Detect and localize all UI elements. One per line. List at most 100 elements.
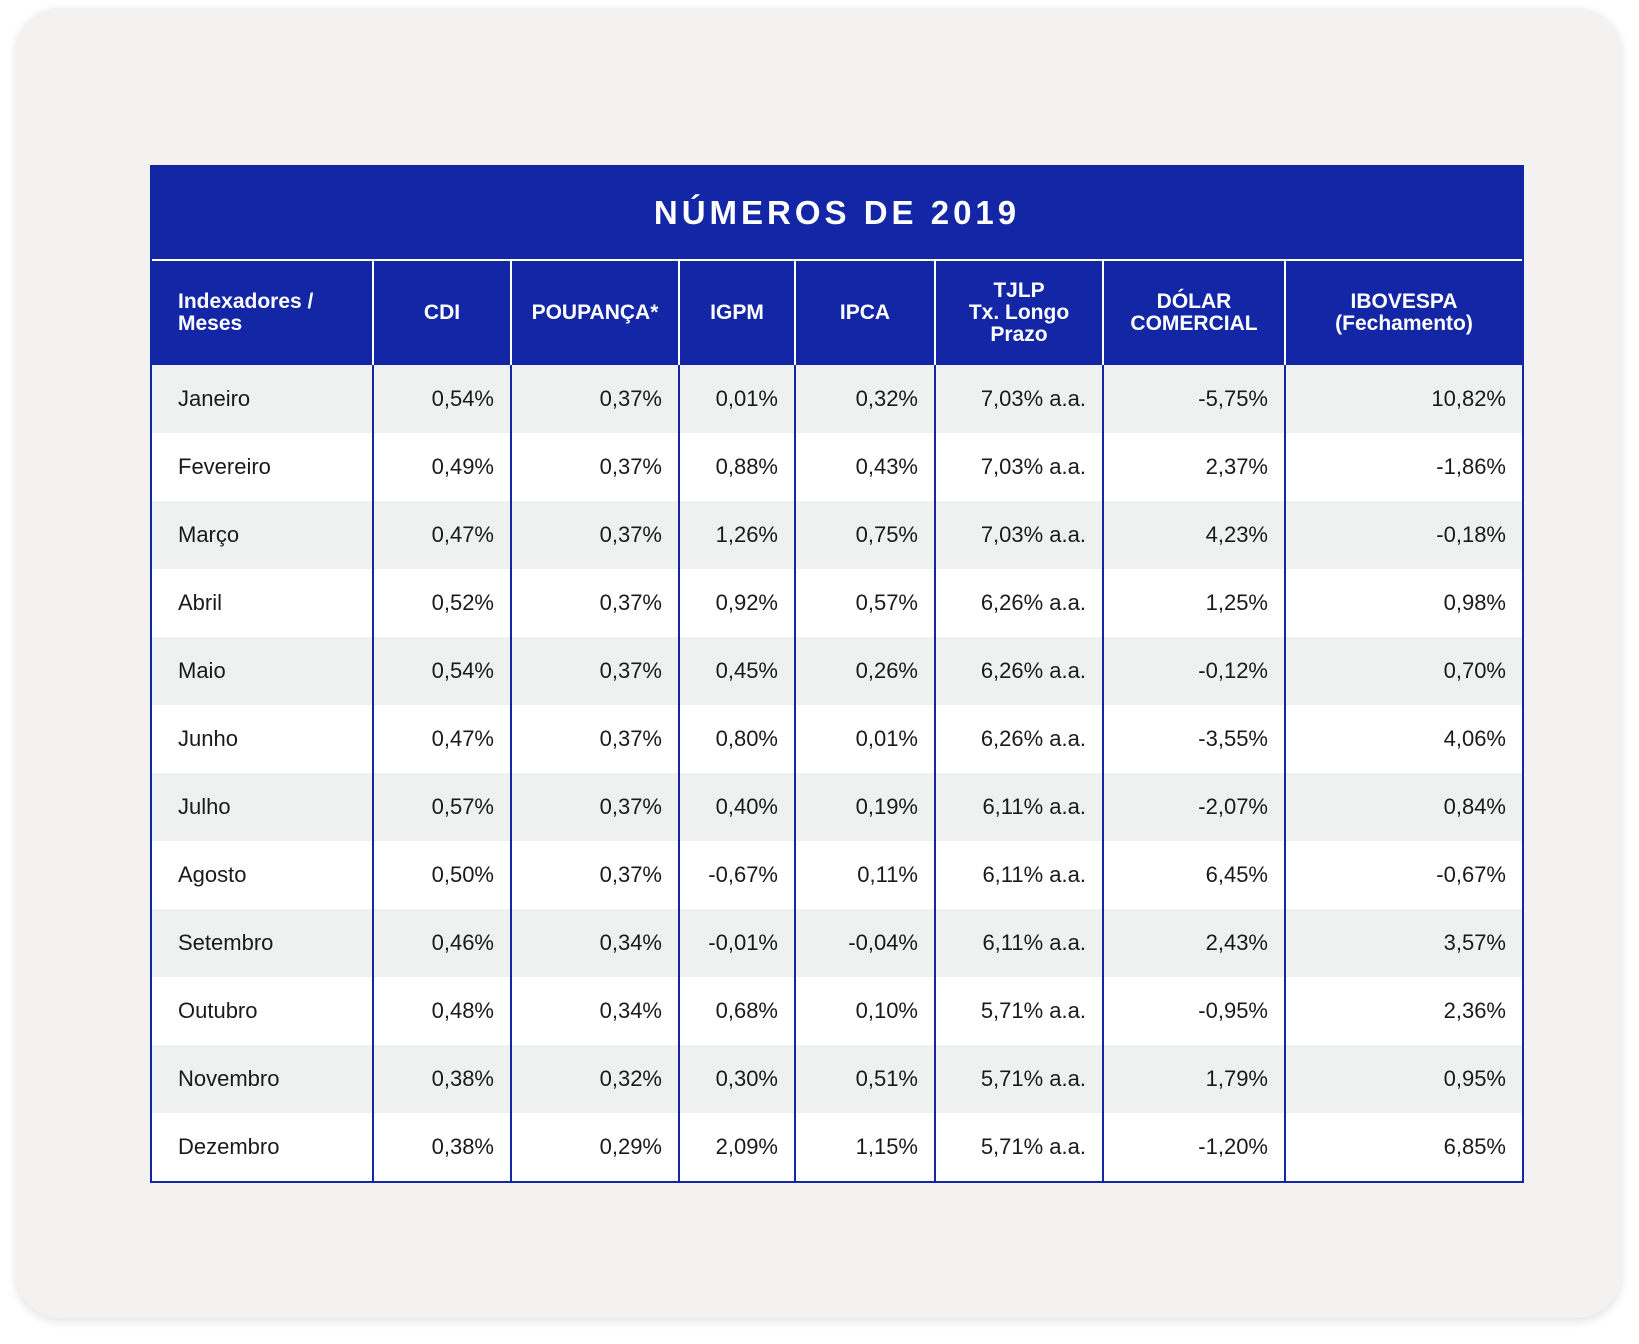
cdi-cell: 0,47% (372, 501, 511, 569)
table-body: Janeiro 0,54% 0,37% 0,01% 0,32% 7,03% a.a. -5,… (152, 365, 1522, 1181)
cdi-cell: 0,38% (372, 1113, 511, 1181)
poupanca-cell: 0,32% (510, 1045, 679, 1113)
table-title-bar: NÚMEROS DE 2019 (152, 167, 1522, 259)
month-cell: Fevereiro (152, 433, 373, 501)
igpm-cell: 0,30% (678, 1045, 795, 1113)
table-row: Março 0,47% 0,37% 1,26% 0,75% 7,03% a.a. 4,23%… (152, 501, 1522, 569)
column-header-text: POUPANÇA* (531, 301, 659, 324)
tjlp-cell: 7,03% a.a. (934, 365, 1103, 433)
ibovespa-cell: 6,85% (1284, 1113, 1522, 1181)
month-cell: Setembro (152, 909, 373, 977)
table-row: Fevereiro 0,49% 0,37% 0,88% 0,43% 7,03% a.a. 2… (152, 433, 1522, 501)
column-header-text: IGPM (710, 301, 764, 324)
ibovespa-cell: 4,06% (1284, 705, 1522, 773)
table-row: Novembro 0,38% 0,32% 0,30% 0,51% 5,71% a.a. 1,… (152, 1045, 1522, 1113)
ipca-cell: 0,11% (794, 841, 935, 909)
igpm-cell: -0,01% (678, 909, 795, 977)
table-row: Maio 0,54% 0,37% 0,45% 0,26% 6,26% a.a. -0,12%… (152, 637, 1522, 705)
poupanca-cell: 0,37% (510, 841, 679, 909)
dolar-cell: 1,25% (1102, 569, 1285, 637)
igpm-cell: 0,01% (678, 365, 795, 433)
dolar-cell: 4,23% (1102, 501, 1285, 569)
column-header-text: Tx. Longo (968, 301, 1070, 324)
tjlp-cell: 6,26% a.a. (934, 705, 1103, 773)
ipca-cell: 0,32% (794, 365, 935, 433)
cdi-cell: 0,57% (372, 773, 511, 841)
ipca-cell: 0,26% (794, 637, 935, 705)
cdi-cell: 0,50% (372, 841, 511, 909)
poupanca-cell: 0,34% (510, 909, 679, 977)
cdi-cell: 0,47% (372, 705, 511, 773)
tjlp-cell: 5,71% a.a. (934, 977, 1103, 1045)
column-header-text: Prazo (990, 323, 1048, 346)
table-row: Janeiro 0,54% 0,37% 0,01% 0,32% 7,03% a.a. -5,… (152, 365, 1522, 433)
tjlp-cell: 7,03% a.a. (934, 433, 1103, 501)
ipca-cell: 0,10% (794, 977, 935, 1045)
tjlp-cell: 7,03% a.a. (934, 501, 1103, 569)
ibovespa-cell: 2,36% (1284, 977, 1522, 1045)
tjlp-cell: 6,26% a.a. (934, 637, 1103, 705)
table-row: Agosto 0,50% 0,37% -0,67% 0,11% 6,11% a.a. 6,4… (152, 841, 1522, 909)
month-cell: Abril (152, 569, 373, 637)
ibovespa-cell: -0,67% (1284, 841, 1522, 909)
ibovespa-cell: 0,70% (1284, 637, 1522, 705)
cdi-cell: 0,49% (372, 433, 511, 501)
igpm-cell: 2,09% (678, 1113, 795, 1181)
ibovespa-cell: 0,95% (1284, 1045, 1522, 1113)
ipca-cell: 0,75% (794, 501, 935, 569)
tjlp-cell: 6,26% a.a. (934, 569, 1103, 637)
ipca-cell: 0,43% (794, 433, 935, 501)
dolar-cell: -5,75% (1102, 365, 1285, 433)
header-ipca: IPCA (794, 259, 935, 365)
table-row: Outubro 0,48% 0,34% 0,68% 0,10% 5,71% a.a. -0,… (152, 977, 1522, 1045)
header-poupanca: POUPANÇA* (510, 259, 679, 365)
ibovespa-cell: 10,82% (1284, 365, 1522, 433)
cdi-cell: 0,54% (372, 365, 511, 433)
poupanca-cell: 0,37% (510, 705, 679, 773)
ipca-cell: 0,01% (794, 705, 935, 773)
poupanca-cell: 0,37% (510, 501, 679, 569)
dolar-cell: -0,12% (1102, 637, 1285, 705)
igpm-cell: 0,45% (678, 637, 795, 705)
ipca-cell: 0,51% (794, 1045, 935, 1113)
column-header-text: (Fechamento) (1335, 312, 1473, 335)
column-header-text: CDI (423, 301, 461, 324)
month-cell: Janeiro (152, 365, 373, 433)
month-cell: Outubro (152, 977, 373, 1045)
ipca-cell: -0,04% (794, 909, 935, 977)
month-cell: Dezembro (152, 1113, 373, 1181)
igpm-cell: 0,80% (678, 705, 795, 773)
header-ibovespa: IBOVESPA (Fechamento) (1284, 259, 1522, 365)
igpm-cell: 0,40% (678, 773, 795, 841)
column-header-text: Meses (178, 312, 243, 335)
poupanca-cell: 0,37% (510, 433, 679, 501)
ipca-cell: 0,19% (794, 773, 935, 841)
month-cell: Março (152, 501, 373, 569)
column-header-text: IBOVESPA (1350, 290, 1458, 313)
column-header-text: COMERCIAL (1130, 312, 1258, 335)
poupanca-cell: 0,37% (510, 637, 679, 705)
cdi-cell: 0,38% (372, 1045, 511, 1113)
cdi-cell: 0,54% (372, 637, 511, 705)
table-title: NÚMEROS DE 2019 (653, 194, 1021, 231)
table-row: Setembro 0,46% 0,34% -0,01% -0,04% 6,11% a.a.… (152, 909, 1522, 977)
dolar-cell: 2,37% (1102, 433, 1285, 501)
dolar-cell: -2,07% (1102, 773, 1285, 841)
cdi-cell: 0,46% (372, 909, 511, 977)
header-row: Indexadores / Meses CDI POUPANÇA* IGPM IPCA TJ… (152, 259, 1522, 365)
poupanca-cell: 0,34% (510, 977, 679, 1045)
dolar-cell: 1,79% (1102, 1045, 1285, 1113)
dolar-cell: -0,95% (1102, 977, 1285, 1045)
ipca-cell: 0,57% (794, 569, 935, 637)
card-background: NÚMEROS DE 2019 Indexadores / Meses CDI POU… (16, 8, 1621, 1318)
dolar-cell: -1,20% (1102, 1113, 1285, 1181)
dolar-cell: 2,43% (1102, 909, 1285, 977)
ibovespa-cell: -1,86% (1284, 433, 1522, 501)
tjlp-cell: 6,11% a.a. (934, 773, 1103, 841)
igpm-cell: 0,68% (678, 977, 795, 1045)
tjlp-cell: 6,11% a.a. (934, 909, 1103, 977)
month-cell: Agosto (152, 841, 373, 909)
table-row: Junho 0,47% 0,37% 0,80% 0,01% 6,26% a.a. -3,55… (152, 705, 1522, 773)
tjlp-cell: 5,71% a.a. (934, 1045, 1103, 1113)
igpm-cell: 0,92% (678, 569, 795, 637)
